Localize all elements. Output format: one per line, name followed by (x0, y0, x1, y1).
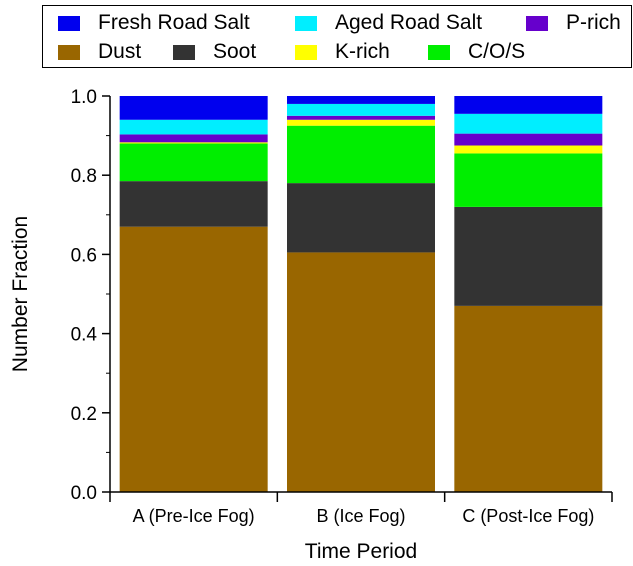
bar-segment-c-o-s-c-post-ice-fog (454, 153, 603, 207)
y-tick-label: 0.0 (71, 483, 97, 504)
bar-segment-k-rich-a-pre-ice-fog (119, 142, 268, 144)
legend-label-aged-road-salt: Aged Road Salt (335, 11, 483, 34)
x-tick-label-a-pre-ice-fog: A (Pre-Ice Fog) (133, 506, 255, 526)
bar-segment-fresh-road-salt-a-pre-ice-fog (119, 96, 268, 120)
bars-layer (119, 96, 603, 492)
y-axis-label: Number Fraction (9, 216, 32, 372)
legend-item-fresh-road-salt: Fresh Road Salt (58, 11, 250, 35)
bar-segment-aged-road-salt-b-ice-fog (287, 103, 435, 116)
legend-label-cos: C/O/S (468, 40, 526, 63)
x-tick-label-c-post-ice-fog: C (Post-Ice Fog) (462, 506, 594, 526)
legend-swatch-k-rich (295, 44, 317, 60)
x-axis-ticks: A (Pre-Ice Fog) B (Ice Fog) C (Post-Ice Fo… (109, 492, 613, 526)
bar-segment-p-rich-b-ice-fog (287, 115, 435, 120)
legend-swatch-aged-road-salt (295, 15, 317, 31)
legend-swatch-p-rich (526, 15, 548, 31)
bar-segment-fresh-road-salt-b-ice-fog (287, 96, 435, 104)
bar-segment-dust-b-ice-fog (287, 252, 435, 492)
legend-swatch-fresh-road-salt (58, 15, 80, 31)
legend-item-p-rich: P-rich (526, 11, 621, 35)
bar-segment-p-rich-c-post-ice-fog (454, 133, 603, 146)
legend-swatch-soot (173, 44, 195, 60)
bar-segment-k-rich-b-ice-fog (287, 119, 435, 126)
legend-label-k-rich: K-rich (335, 40, 390, 63)
x-tick-label-b-ice-fog: B (Ice Fog) (316, 506, 405, 526)
legend-swatch-cos (428, 44, 450, 60)
bar-segment-soot-b-ice-fog (287, 183, 435, 253)
bar-segment-aged-road-salt-a-pre-ice-fog (119, 119, 268, 135)
y-tick-label: 1.0 (71, 87, 97, 108)
y-tick-label: 0.2 (71, 404, 97, 425)
legend-label-dust: Dust (98, 40, 142, 63)
legend: Fresh Road Salt Aged Road Salt P-rich Du… (42, 5, 632, 68)
y-tick-label: 0.8 (71, 166, 97, 187)
y-axis-ticks: 0.0 0.2 0.4 0.6 0.8 1.0 (71, 87, 110, 504)
x-axis-label: Time Period (305, 540, 417, 563)
legend-item-aged-road-salt: Aged Road Salt (295, 11, 482, 35)
bar-segment-p-rich-a-pre-ice-fog (119, 134, 268, 143)
legend-swatch-dust (58, 44, 80, 60)
bar-segment-soot-c-post-ice-fog (454, 206, 603, 306)
y-tick-label: 0.4 (71, 325, 98, 346)
bar-segment-k-rich-c-post-ice-fog (454, 145, 603, 154)
legend-label-soot: Soot (213, 40, 257, 63)
legend-item-k-rich: K-rich (295, 40, 390, 64)
legend-item-cos: C/O/S (428, 40, 525, 64)
bar-segment-c-o-s-b-ice-fog (287, 125, 435, 184)
bar-segment-aged-road-salt-c-post-ice-fog (454, 113, 603, 134)
bar-segment-c-o-s-a-pre-ice-fog (119, 143, 268, 182)
legend-label-fresh-road-salt: Fresh Road Salt (98, 11, 250, 34)
bar-segment-dust-c-post-ice-fog (454, 305, 603, 492)
legend-item-soot: Soot (173, 40, 256, 64)
y-tick-label: 0.6 (71, 245, 97, 266)
legend-item-dust: Dust (58, 40, 141, 64)
bar-segment-dust-a-pre-ice-fog (119, 226, 268, 492)
legend-label-p-rich: P-rich (566, 11, 621, 34)
bar-segment-fresh-road-salt-c-post-ice-fog (454, 96, 603, 114)
bar-segment-soot-a-pre-ice-fog (119, 181, 268, 227)
